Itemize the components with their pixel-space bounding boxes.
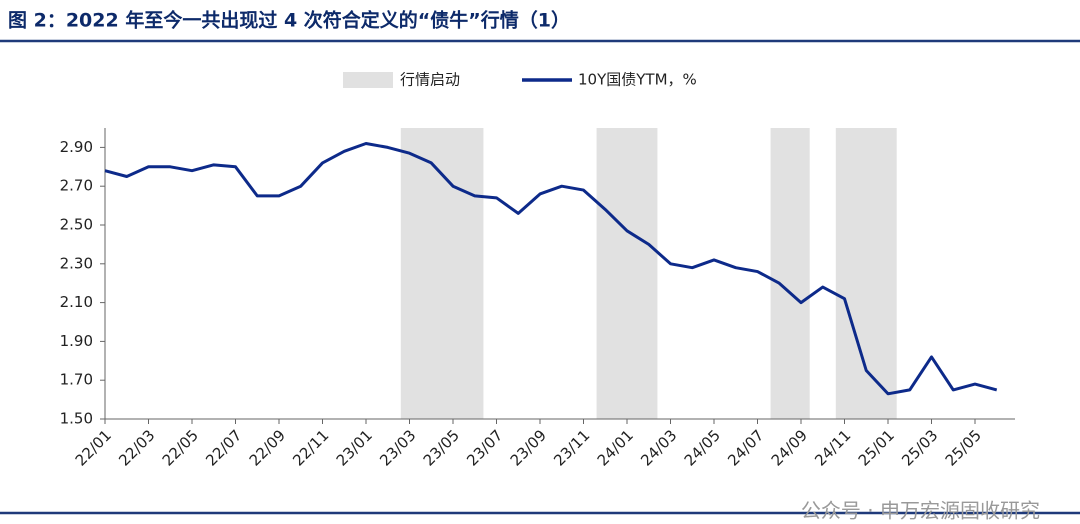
band <box>596 128 658 419</box>
x-tick-label: 23/01 <box>333 426 376 469</box>
band <box>400 128 484 419</box>
x-tick-label: 23/11 <box>550 426 593 469</box>
x-tick-label: 22/09 <box>246 426 289 469</box>
y-tick-label: 2.70 <box>60 177 93 195</box>
x-tick-label: 22/05 <box>159 426 202 469</box>
x-tick-label: 25/03 <box>898 426 941 469</box>
y-tick-label: 1.50 <box>60 410 93 428</box>
chart-title: 图 2：2022 年至今一共出现过 4 次符合定义的“债牛”行情（1） <box>8 9 570 32</box>
band <box>770 128 810 419</box>
y-tick-label: 1.90 <box>60 332 93 350</box>
x-tick-label: 23/07 <box>463 426 506 469</box>
legend-swatch <box>343 72 393 88</box>
y-tick-label: 2.50 <box>60 216 93 234</box>
x-tick-label: 24/11 <box>811 426 854 469</box>
y-tick-label: 2.10 <box>60 293 93 311</box>
x-tick-label: 22/03 <box>115 426 158 469</box>
x-tick-label: 25/01 <box>855 426 898 469</box>
y-tick-label: 1.70 <box>60 371 93 389</box>
x-tick-label: 24/05 <box>681 426 724 469</box>
x-tick-label: 23/03 <box>376 426 419 469</box>
x-tick-label: 25/05 <box>942 426 985 469</box>
x-tick-label: 24/09 <box>768 426 811 469</box>
watermark: 公众号 · 申万宏源固收研究 <box>801 499 1040 523</box>
x-tick-label: 24/07 <box>724 426 767 469</box>
x-tick-label: 23/05 <box>420 426 463 469</box>
legend-label: 10Y国债YTM，% <box>578 71 697 89</box>
x-tick-label: 23/09 <box>507 426 550 469</box>
x-tick-label: 22/11 <box>289 426 332 469</box>
band <box>835 128 897 419</box>
x-tick-label: 24/01 <box>594 426 637 469</box>
x-tick-label: 24/03 <box>637 426 680 469</box>
legend-label: 行情启动 <box>400 71 460 89</box>
y-tick-label: 2.90 <box>60 138 93 156</box>
x-tick-label: 22/07 <box>202 426 245 469</box>
x-tick-label: 22/01 <box>72 426 115 469</box>
y-tick-label: 2.30 <box>60 254 93 272</box>
line <box>104 142 998 396</box>
